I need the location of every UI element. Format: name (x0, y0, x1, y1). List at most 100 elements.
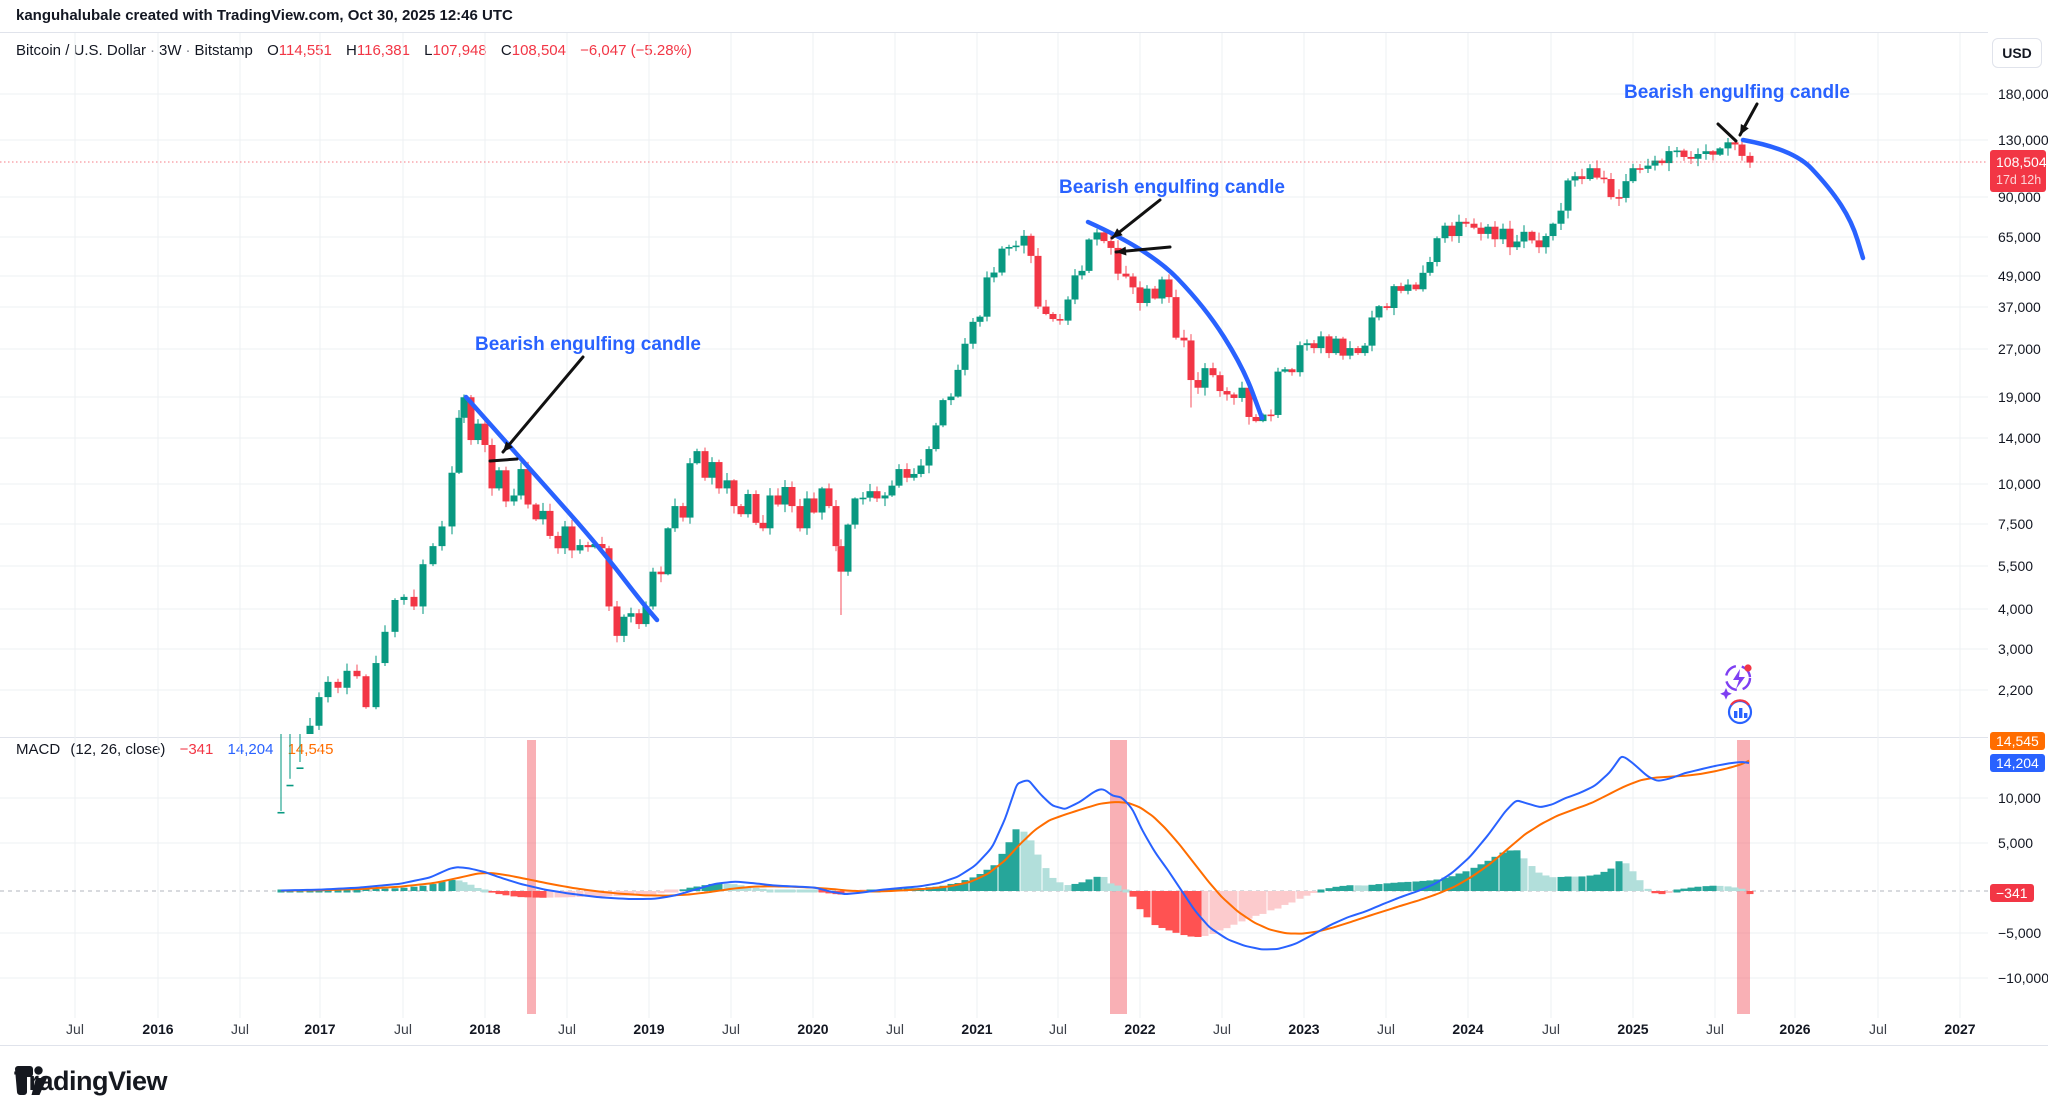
interval-label[interactable]: 3W (159, 42, 182, 59)
time-tick-Jul-403: Jul (394, 1021, 412, 1037)
highlight-bands (527, 740, 1750, 1014)
price-tick-90,000: 90,000 (1998, 189, 2041, 205)
open-value: 114,551 (278, 42, 332, 59)
symbol-name[interactable]: Bitcoin / U.S. Dollar (16, 42, 147, 59)
macd-hist-value: −341 (179, 741, 214, 758)
macd-tick-−10,000: −10,000 (1998, 970, 2048, 986)
frame-bottom-border (0, 1045, 2048, 1046)
macd-main-line (280, 755, 1750, 951)
low-key: L (424, 42, 433, 59)
time-tick-Jul-75: Jul (66, 1021, 84, 1037)
candlestick-series (277, 137, 1754, 814)
macd-params: (12, 26, close) (70, 741, 166, 758)
price-tick-65,000: 65,000 (1998, 229, 2041, 245)
lightning-alert-icon[interactable] (1720, 664, 1752, 700)
price-tick-3,000: 3,000 (1998, 641, 2034, 657)
annotation-arrow (1110, 198, 1162, 240)
macd-tick-5,000: 5,000 (1998, 835, 2034, 851)
annotation-bearish-3[interactable]: Bearish engulfing candle (1624, 82, 1850, 103)
macd-tick-−5,000: −5,000 (1998, 925, 2042, 941)
candle-countdown: 17d 12h (1996, 173, 2042, 187)
high-value: 116,381 (356, 42, 410, 59)
time-tick-2026-1795: 2026 (1779, 1021, 1811, 1037)
pane-separator (0, 737, 2048, 738)
price-tick-5,500: 5,500 (1998, 558, 2034, 574)
tradingview-logo[interactable]: TradingView (14, 1066, 168, 1097)
price-tick-49,000: 49,000 (1998, 268, 2041, 284)
time-tick-Jul-1878: Jul (1869, 1021, 1887, 1037)
annotation-bearish-1[interactable]: Bearish engulfing candle (475, 334, 701, 355)
time-tick-Jul-731: Jul (722, 1021, 740, 1037)
price-tick-7,500: 7,500 (1998, 516, 2034, 532)
annotation-arrow (488, 457, 519, 463)
time-tick-2017-320: 2017 (304, 1021, 336, 1037)
annotation-arrow (501, 355, 585, 454)
annotation-arrowhead (1740, 124, 1749, 135)
legend-separator: · (150, 42, 156, 59)
time-tick-2020-813: 2020 (797, 1021, 829, 1037)
open-key: O (267, 42, 279, 59)
bearish-projection-curve-2[interactable] (1085, 219, 1265, 421)
macd-badge-1: 14,204 (1990, 754, 2045, 772)
frame-top-border (0, 32, 2048, 33)
macd-legend[interactable]: MACD (12, 26, close) −341 14,204 14,545 (16, 741, 333, 758)
time-tick-2018-485: 2018 (469, 1021, 501, 1037)
change-value: −6,047 (−5.28%) (580, 42, 692, 59)
price-tick-14,000: 14,000 (1998, 430, 2041, 446)
time-tick-2027-1960: 2027 (1944, 1021, 1976, 1037)
tradingview-logo-icon (15, 1066, 47, 1095)
chart-canvas[interactable] (0, 0, 1988, 1045)
time-tick-2024-1468: 2024 (1452, 1021, 1484, 1037)
macd-histogram (277, 829, 1754, 937)
macd-badge-0: 14,545 (1990, 732, 2045, 750)
price-tick-19,000: 19,000 (1998, 389, 2041, 405)
time-tick-2016-158: 2016 (142, 1021, 174, 1037)
exchange-label: Bitstamp (194, 42, 253, 59)
macd-signal-line (280, 759, 1750, 935)
price-axis[interactable]: USD 180,000 130,000 90,000 65,000 49,000 37,0… (1988, 32, 2048, 1045)
time-tick-Jul-1058: Jul (1049, 1021, 1067, 1037)
currency-toggle-button[interactable]: USD (1992, 38, 2042, 68)
time-tick-2021-977: 2021 (961, 1021, 993, 1037)
time-tick-Jul-1715: Jul (1706, 1021, 1724, 1037)
price-tick-130,000: 130,000 (1998, 132, 2048, 148)
time-tick-Jul-1551: Jul (1542, 1021, 1560, 1037)
time-tick-2025-1633: 2025 (1617, 1021, 1649, 1037)
macd-title[interactable]: MACD (16, 741, 61, 758)
time-tick-Jul-240: Jul (231, 1021, 249, 1037)
snapshot-chart-icon[interactable] (1727, 699, 1753, 725)
macd-signal-value: 14,545 (287, 741, 334, 758)
last-price-value: 108,504 (1996, 154, 2047, 170)
bearish-projection-curve-1[interactable] (463, 394, 660, 623)
gridlines (0, 33, 1988, 1018)
bearish-projection-curve-3[interactable] (1740, 137, 1866, 261)
annotation-bearish-2[interactable]: Bearish engulfing candle (1059, 177, 1285, 198)
time-tick-Jul-895: Jul (886, 1021, 904, 1037)
last-price-badge: 108,504 17d 12h (1990, 150, 2047, 192)
macd-line-value: 14,204 (227, 741, 274, 758)
annotation-arrowhead (1112, 228, 1123, 238)
price-tick-180,000: 180,000 (1998, 86, 2048, 102)
time-tick-Jul-1222: Jul (1213, 1021, 1231, 1037)
time-tick-2019-649: 2019 (633, 1021, 665, 1037)
attribution-text: kanguhalubale created with TradingView.c… (16, 7, 513, 24)
time-tick-Jul-1386: Jul (1377, 1021, 1395, 1037)
close-key: C (500, 42, 512, 59)
annotation-arrowhead (1116, 246, 1127, 256)
price-tick-27,000: 27,000 (1998, 341, 2041, 357)
macd-tick-10,000: 10,000 (1998, 790, 2041, 806)
macd-badge-2: −341 (1990, 884, 2034, 902)
close-value: 108,504 (511, 42, 566, 59)
price-tick-4,000: 4,000 (1998, 601, 2034, 617)
price-tick-2,200: 2,200 (1998, 682, 2034, 698)
low-value: 107,948 (432, 42, 487, 59)
time-tick-2022-1140: 2022 (1124, 1021, 1156, 1037)
annotation-arrow (1716, 122, 1738, 143)
price-tick-10,000: 10,000 (1998, 476, 2041, 492)
high-key: H (346, 42, 357, 59)
time-tick-Jul-567: Jul (558, 1021, 576, 1037)
price-tick-37,000: 37,000 (1998, 299, 2041, 315)
symbol-legend[interactable]: Bitcoin / U.S. Dollar · 3W · Bitstamp O114,5… (16, 42, 692, 59)
time-axis[interactable]: Jul 2016 Jul 2017 Jul 2018 Jul 2019 Jul 2020 Jul 20… (0, 1021, 1988, 1043)
